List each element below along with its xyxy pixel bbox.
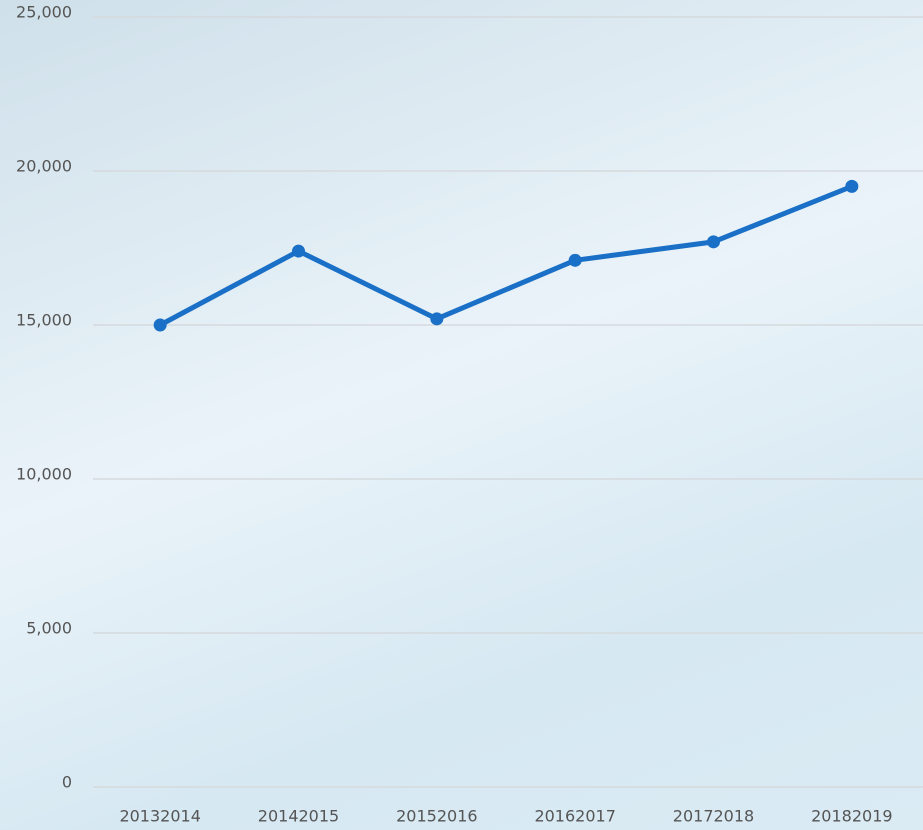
x-tick-label: 20142015 <box>258 807 339 826</box>
series-line <box>158 184 853 328</box>
y-tick-label: 10,000 <box>16 465 72 484</box>
y-tick-label: 5,000 <box>26 619 72 638</box>
y-tick-label: 25,000 <box>16 3 72 22</box>
data-point <box>707 235 720 249</box>
data-point <box>568 253 582 267</box>
data-point <box>153 318 167 332</box>
y-tick-label: 0 <box>62 773 72 792</box>
x-tick-label: 20172018 <box>673 807 754 826</box>
data-point <box>292 244 305 258</box>
x-tick-label: 20152016 <box>396 807 477 826</box>
data-point <box>430 312 444 326</box>
x-tick-label: 20182019 <box>811 807 892 826</box>
x-tick-label: 20132014 <box>119 807 200 826</box>
data-point <box>845 179 859 193</box>
y-tick-label: 15,000 <box>16 311 72 330</box>
x-tick-label: 20162017 <box>534 807 615 826</box>
y-tick-label: 20,000 <box>16 157 72 176</box>
